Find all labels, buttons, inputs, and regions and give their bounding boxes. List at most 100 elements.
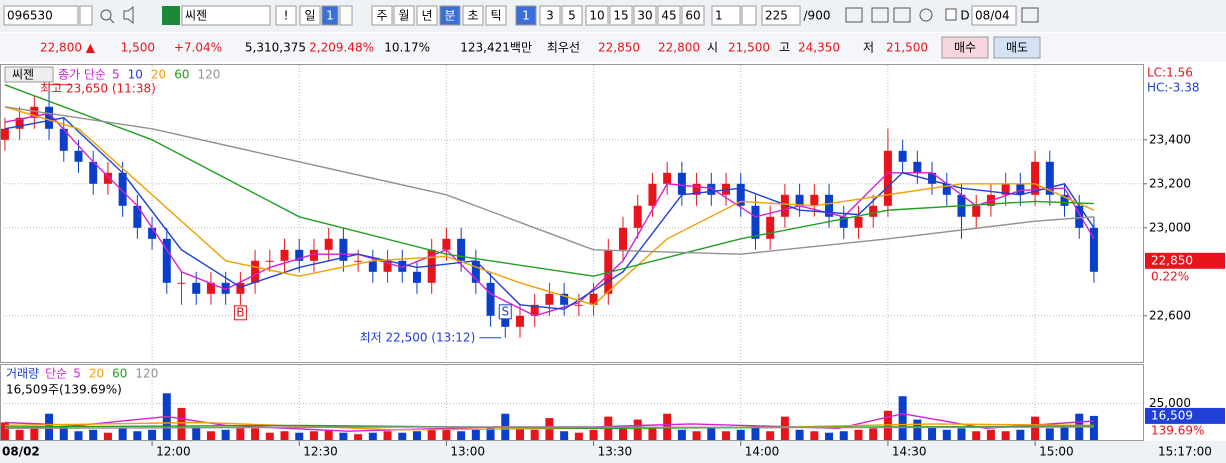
order-button-label[interactable]: 매수 <box>954 41 976 55</box>
order-button[interactable] <box>993 36 1041 59</box>
ma-line <box>4 424 1094 430</box>
legend-entry: 5 <box>73 367 81 381</box>
volume-bar <box>515 428 524 440</box>
legend-entry: 120 <box>135 367 158 381</box>
annotation-high: 최고 23,650 (11:38) <box>40 81 156 95</box>
volume-bar <box>707 428 716 440</box>
toolbar-label[interactable]: 096530 <box>7 9 53 23</box>
toolbar-button[interactable] <box>371 5 393 26</box>
toolbar-button[interactable] <box>561 5 583 26</box>
y-tick-label: 22,600 <box>1149 308 1191 322</box>
toolbar-button[interactable] <box>633 5 657 26</box>
info-value: 2,209.48% <box>309 41 374 55</box>
toolbar-button[interactable] <box>275 5 297 26</box>
x-tick-label: 15:00 <box>1039 445 1074 459</box>
volume-bar <box>103 432 112 440</box>
toolbar-label[interactable]: 씨젠 <box>185 9 207 23</box>
x-tick-label: 12:30 <box>303 445 338 459</box>
toolbar-input[interactable] <box>761 5 801 26</box>
volume-bar <box>766 431 775 440</box>
volume-bar <box>619 426 628 440</box>
volume-bar <box>898 396 907 440</box>
period-dropdown[interactable] <box>339 5 353 26</box>
info-value: 123,421백만 <box>460 41 532 55</box>
toolbar-input[interactable] <box>711 5 741 26</box>
toolbar-button[interactable] <box>416 5 438 26</box>
volume-bar <box>692 431 701 440</box>
toolbar-button[interactable] <box>585 5 609 26</box>
toolbar-label[interactable]: 10 <box>589 9 604 23</box>
signal-marker <box>498 304 512 320</box>
volume-bar <box>221 429 230 440</box>
toolbar-button[interactable] <box>681 5 705 26</box>
code-dropdown[interactable] <box>79 5 93 26</box>
candle-body <box>206 282 215 294</box>
toolbar-label[interactable]: 틱 <box>490 9 501 23</box>
toolbar-label[interactable]: 5 <box>568 9 576 23</box>
candle-body <box>383 260 392 272</box>
toolbar-label[interactable]: 60 <box>685 9 700 23</box>
toolbar-button[interactable] <box>485 5 507 26</box>
y-tick-label: 25,000 <box>1149 396 1191 410</box>
toolbar-button[interactable] <box>299 5 321 26</box>
toolbar-button[interactable] <box>321 5 339 26</box>
signal-label: B <box>236 305 244 319</box>
toolbar-label[interactable]: 30 <box>637 9 652 23</box>
toolbar-label[interactable]: 일 <box>304 9 315 23</box>
candle-body <box>1045 161 1054 195</box>
ma-line <box>4 117 1095 310</box>
candle-body <box>869 205 878 217</box>
count-dropdown[interactable] <box>741 5 757 26</box>
toolbar-input[interactable] <box>971 5 1017 26</box>
toolbar-label[interactable]: ! <box>284 9 289 23</box>
toolbar-button[interactable] <box>657 5 681 26</box>
toolbar-label[interactable]: 3 <box>546 9 554 23</box>
legend-entry: 60 <box>112 367 127 381</box>
candle-body <box>148 227 157 239</box>
toolbar-button[interactable] <box>515 5 537 26</box>
toolbar-label[interactable]: 1 <box>522 9 530 23</box>
candle-body <box>236 282 245 294</box>
volume-bar <box>354 434 363 440</box>
toolbar-label[interactable]: 08/04 <box>975 9 1010 23</box>
toolbar-label[interactable]: 년 <box>421 9 432 23</box>
candle-body <box>854 216 863 228</box>
toolbar-label[interactable]: 15 <box>613 9 628 23</box>
candle-body <box>133 205 142 228</box>
candle-body <box>766 216 775 239</box>
toolbar-label[interactable]: 45 <box>661 9 676 23</box>
toolbar-label[interactable]: 225 <box>765 9 788 23</box>
toolbar-button[interactable] <box>609 5 633 26</box>
candle-body <box>162 238 171 283</box>
toolbar-icons[interactable] <box>100 5 1039 25</box>
y-tick-label: 23,200 <box>1149 176 1191 190</box>
candle-body <box>295 249 304 261</box>
volume-bar <box>412 431 421 440</box>
toolbar-label[interactable]: 초 <box>467 9 478 23</box>
volume-title: 거래량 <box>6 367 39 381</box>
y-tick-label: 23,000 <box>1149 220 1191 234</box>
info-value: 저 <box>863 41 874 55</box>
volume-bar <box>324 429 333 440</box>
candle-body <box>221 282 230 294</box>
toolbar-label[interactable]: 1 <box>326 9 334 23</box>
toolbar-label[interactable]: 1 <box>715 9 723 23</box>
candle-body <box>633 205 642 228</box>
volume-bar <box>795 429 804 440</box>
toolbar-button[interactable] <box>462 5 484 26</box>
toolbar-label[interactable]: 주 <box>376 9 387 23</box>
toolbar-input[interactable] <box>3 5 79 26</box>
toolbar-label[interactable]: 월 <box>398 9 409 23</box>
lc-label: LC:1.56 <box>1147 66 1193 80</box>
toolbar-label[interactable]: 분 <box>444 9 455 23</box>
candle-body <box>339 238 348 261</box>
info-value: 22,800 ▲ <box>40 41 96 55</box>
toolbar-input[interactable] <box>181 5 271 26</box>
toolbar-button[interactable] <box>393 5 415 26</box>
volume-bar <box>89 429 98 440</box>
toolbar-button[interactable] <box>539 5 561 26</box>
info-value: 고 <box>779 41 790 55</box>
order-button[interactable] <box>941 36 989 59</box>
toolbar-button[interactable] <box>439 5 461 26</box>
order-button-label[interactable]: 매도 <box>1006 41 1028 55</box>
